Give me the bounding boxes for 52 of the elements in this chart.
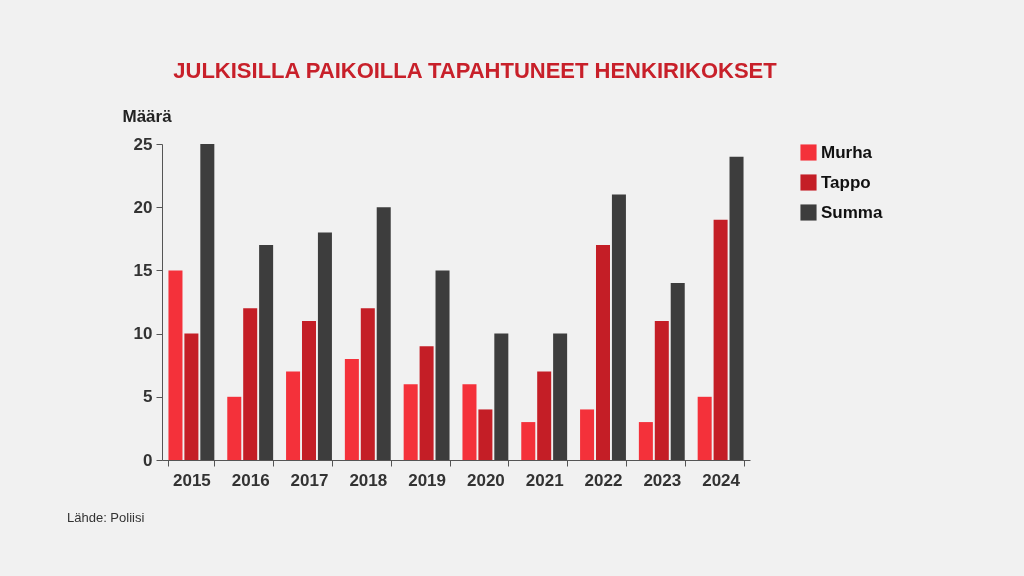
bar	[537, 371, 552, 460]
y-tick-label: 10	[133, 324, 153, 344]
y-tick-label: 0	[143, 450, 153, 470]
bar	[553, 333, 568, 460]
legend-label: Summa	[821, 202, 883, 222]
x-tick-label: 2016	[231, 470, 270, 490]
legend-label: Murha	[821, 142, 873, 162]
bar	[654, 320, 669, 460]
bar	[713, 219, 728, 460]
x-tick-label: 2021	[525, 470, 564, 490]
y-tick-label: 25	[133, 134, 153, 154]
bar	[286, 371, 301, 460]
bar	[403, 384, 418, 460]
bar	[168, 270, 183, 460]
text: Lähde: Poliisi	[67, 510, 145, 525]
bar	[638, 422, 653, 460]
bar	[478, 409, 493, 460]
chart-title: JULKISILLA PAIKOILLA TAPAHTUNEET HENKIRIKOKSET	[173, 58, 778, 83]
y-tick-label: 20	[133, 197, 153, 217]
bar	[376, 207, 391, 460]
x-tick-label: 2015	[172, 470, 211, 490]
bar	[301, 320, 317, 460]
bar	[521, 422, 536, 460]
bar	[580, 409, 595, 460]
bar	[435, 270, 450, 460]
legend-label: Tappo	[821, 172, 871, 192]
bar	[462, 384, 477, 460]
bar	[184, 333, 199, 460]
x-tick-label: 2024	[702, 470, 741, 490]
y-tick-label: 15	[133, 260, 153, 280]
bar	[259, 245, 274, 460]
bar	[227, 396, 242, 460]
bar	[419, 346, 434, 460]
bar	[611, 194, 626, 460]
bar	[494, 333, 509, 460]
bar	[317, 232, 332, 460]
x-tick-label: 2017	[290, 470, 329, 490]
y-axis-title: Määrä	[122, 106, 173, 126]
y-tick-label: 5	[143, 387, 153, 407]
bar	[595, 245, 611, 460]
bar	[670, 283, 685, 460]
bar	[729, 156, 744, 460]
bar	[360, 308, 375, 460]
x-tick-label: 2018	[349, 470, 388, 490]
bar	[344, 358, 359, 460]
bar	[243, 308, 258, 460]
bar	[697, 396, 712, 460]
x-tick-label: 2020	[466, 470, 505, 490]
x-tick-label: 2022	[584, 470, 623, 490]
bar	[200, 144, 215, 460]
x-tick-label: 2019	[408, 470, 447, 490]
x-tick-label: 2023	[643, 470, 682, 490]
